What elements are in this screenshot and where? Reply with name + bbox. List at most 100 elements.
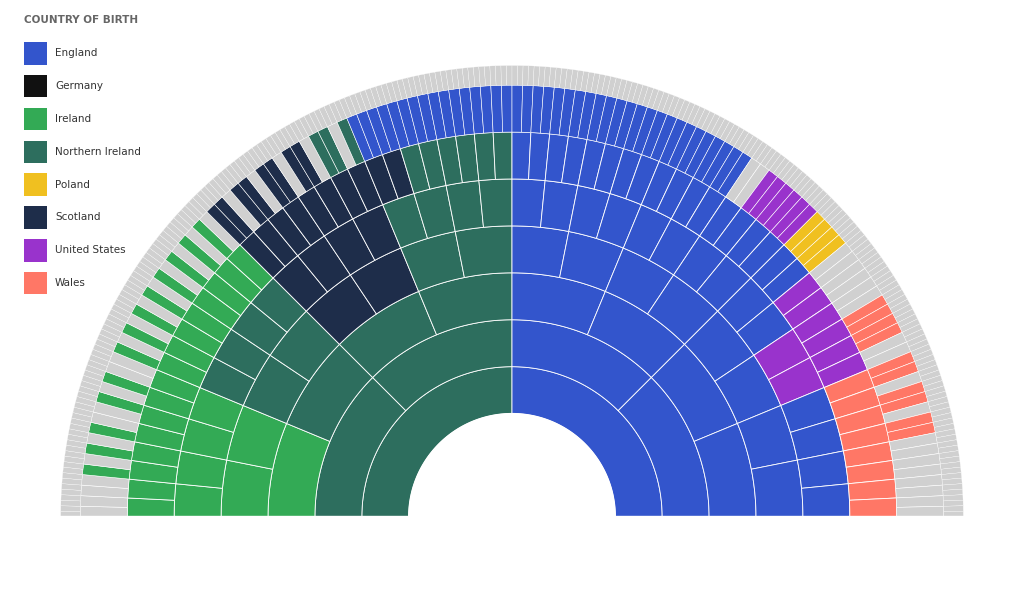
Polygon shape — [462, 67, 470, 88]
Polygon shape — [359, 90, 372, 110]
Polygon shape — [174, 214, 193, 231]
Polygon shape — [738, 132, 754, 152]
Polygon shape — [484, 66, 490, 86]
Polygon shape — [502, 85, 512, 132]
Polygon shape — [131, 271, 151, 286]
Polygon shape — [647, 88, 658, 108]
Polygon shape — [898, 314, 918, 327]
Polygon shape — [254, 219, 298, 267]
Polygon shape — [893, 304, 912, 318]
Polygon shape — [72, 412, 92, 422]
Polygon shape — [61, 489, 81, 495]
Polygon shape — [127, 498, 174, 517]
Polygon shape — [888, 422, 935, 442]
Polygon shape — [925, 386, 945, 397]
Polygon shape — [781, 164, 799, 183]
Polygon shape — [494, 132, 512, 179]
Polygon shape — [110, 352, 157, 379]
Polygon shape — [692, 107, 705, 126]
Polygon shape — [687, 104, 700, 125]
Polygon shape — [802, 319, 851, 358]
Bar — [24, 75, 46, 98]
Polygon shape — [268, 208, 310, 256]
Polygon shape — [397, 79, 408, 99]
Polygon shape — [647, 275, 718, 344]
Polygon shape — [386, 82, 397, 102]
Polygon shape — [611, 78, 622, 98]
Polygon shape — [128, 275, 147, 290]
Text: Ireland: Ireland — [55, 114, 91, 124]
Polygon shape — [601, 75, 611, 96]
Polygon shape — [849, 235, 868, 251]
Polygon shape — [167, 222, 185, 239]
Polygon shape — [419, 140, 446, 189]
Polygon shape — [930, 402, 950, 412]
Polygon shape — [66, 445, 86, 453]
Polygon shape — [637, 85, 648, 105]
Polygon shape — [605, 248, 674, 314]
Polygon shape — [842, 295, 888, 327]
Polygon shape — [172, 243, 215, 280]
Polygon shape — [177, 209, 196, 227]
Polygon shape — [769, 358, 824, 406]
Polygon shape — [539, 66, 545, 86]
Polygon shape — [0, 516, 1024, 602]
Polygon shape — [200, 358, 255, 406]
Polygon shape — [686, 187, 726, 236]
Polygon shape — [445, 70, 454, 90]
Polygon shape — [809, 243, 852, 280]
Polygon shape — [180, 419, 233, 460]
Polygon shape — [883, 402, 931, 423]
Polygon shape — [512, 85, 522, 132]
Polygon shape — [413, 75, 423, 96]
Polygon shape — [95, 339, 116, 352]
Polygon shape — [749, 176, 785, 219]
Polygon shape — [227, 245, 273, 290]
Polygon shape — [656, 169, 693, 219]
Polygon shape — [197, 190, 214, 208]
Polygon shape — [902, 324, 923, 337]
Polygon shape — [331, 169, 368, 219]
Polygon shape — [512, 66, 517, 85]
Polygon shape — [214, 329, 270, 380]
Polygon shape — [230, 161, 247, 180]
Polygon shape — [943, 506, 964, 512]
Polygon shape — [340, 291, 436, 377]
Polygon shape — [922, 375, 942, 386]
Polygon shape — [769, 154, 785, 173]
Polygon shape — [931, 407, 951, 417]
Polygon shape — [605, 98, 627, 146]
Polygon shape — [610, 149, 642, 199]
Polygon shape — [203, 273, 251, 315]
Polygon shape — [549, 67, 556, 87]
Polygon shape — [659, 118, 687, 165]
Polygon shape — [568, 90, 586, 138]
Polygon shape — [97, 334, 118, 347]
Polygon shape — [770, 197, 810, 238]
Polygon shape — [699, 197, 741, 246]
Polygon shape — [383, 194, 428, 248]
Polygon shape — [682, 102, 695, 122]
Polygon shape — [80, 506, 127, 517]
Polygon shape — [785, 168, 803, 187]
Polygon shape — [125, 280, 144, 295]
Polygon shape — [895, 474, 942, 489]
Polygon shape — [850, 498, 897, 517]
Polygon shape — [933, 418, 953, 427]
Polygon shape — [215, 258, 262, 303]
Polygon shape — [883, 285, 902, 299]
Polygon shape — [652, 90, 665, 110]
Polygon shape — [270, 132, 286, 152]
Polygon shape — [530, 85, 544, 133]
Polygon shape — [794, 175, 811, 193]
Polygon shape — [674, 236, 726, 292]
Polygon shape — [649, 219, 699, 275]
Polygon shape — [864, 342, 910, 370]
Polygon shape — [806, 186, 823, 204]
Polygon shape — [900, 319, 920, 332]
Polygon shape — [114, 342, 160, 370]
Polygon shape — [641, 161, 677, 211]
Polygon shape — [61, 478, 82, 485]
Polygon shape — [178, 235, 220, 273]
Polygon shape — [73, 407, 93, 417]
